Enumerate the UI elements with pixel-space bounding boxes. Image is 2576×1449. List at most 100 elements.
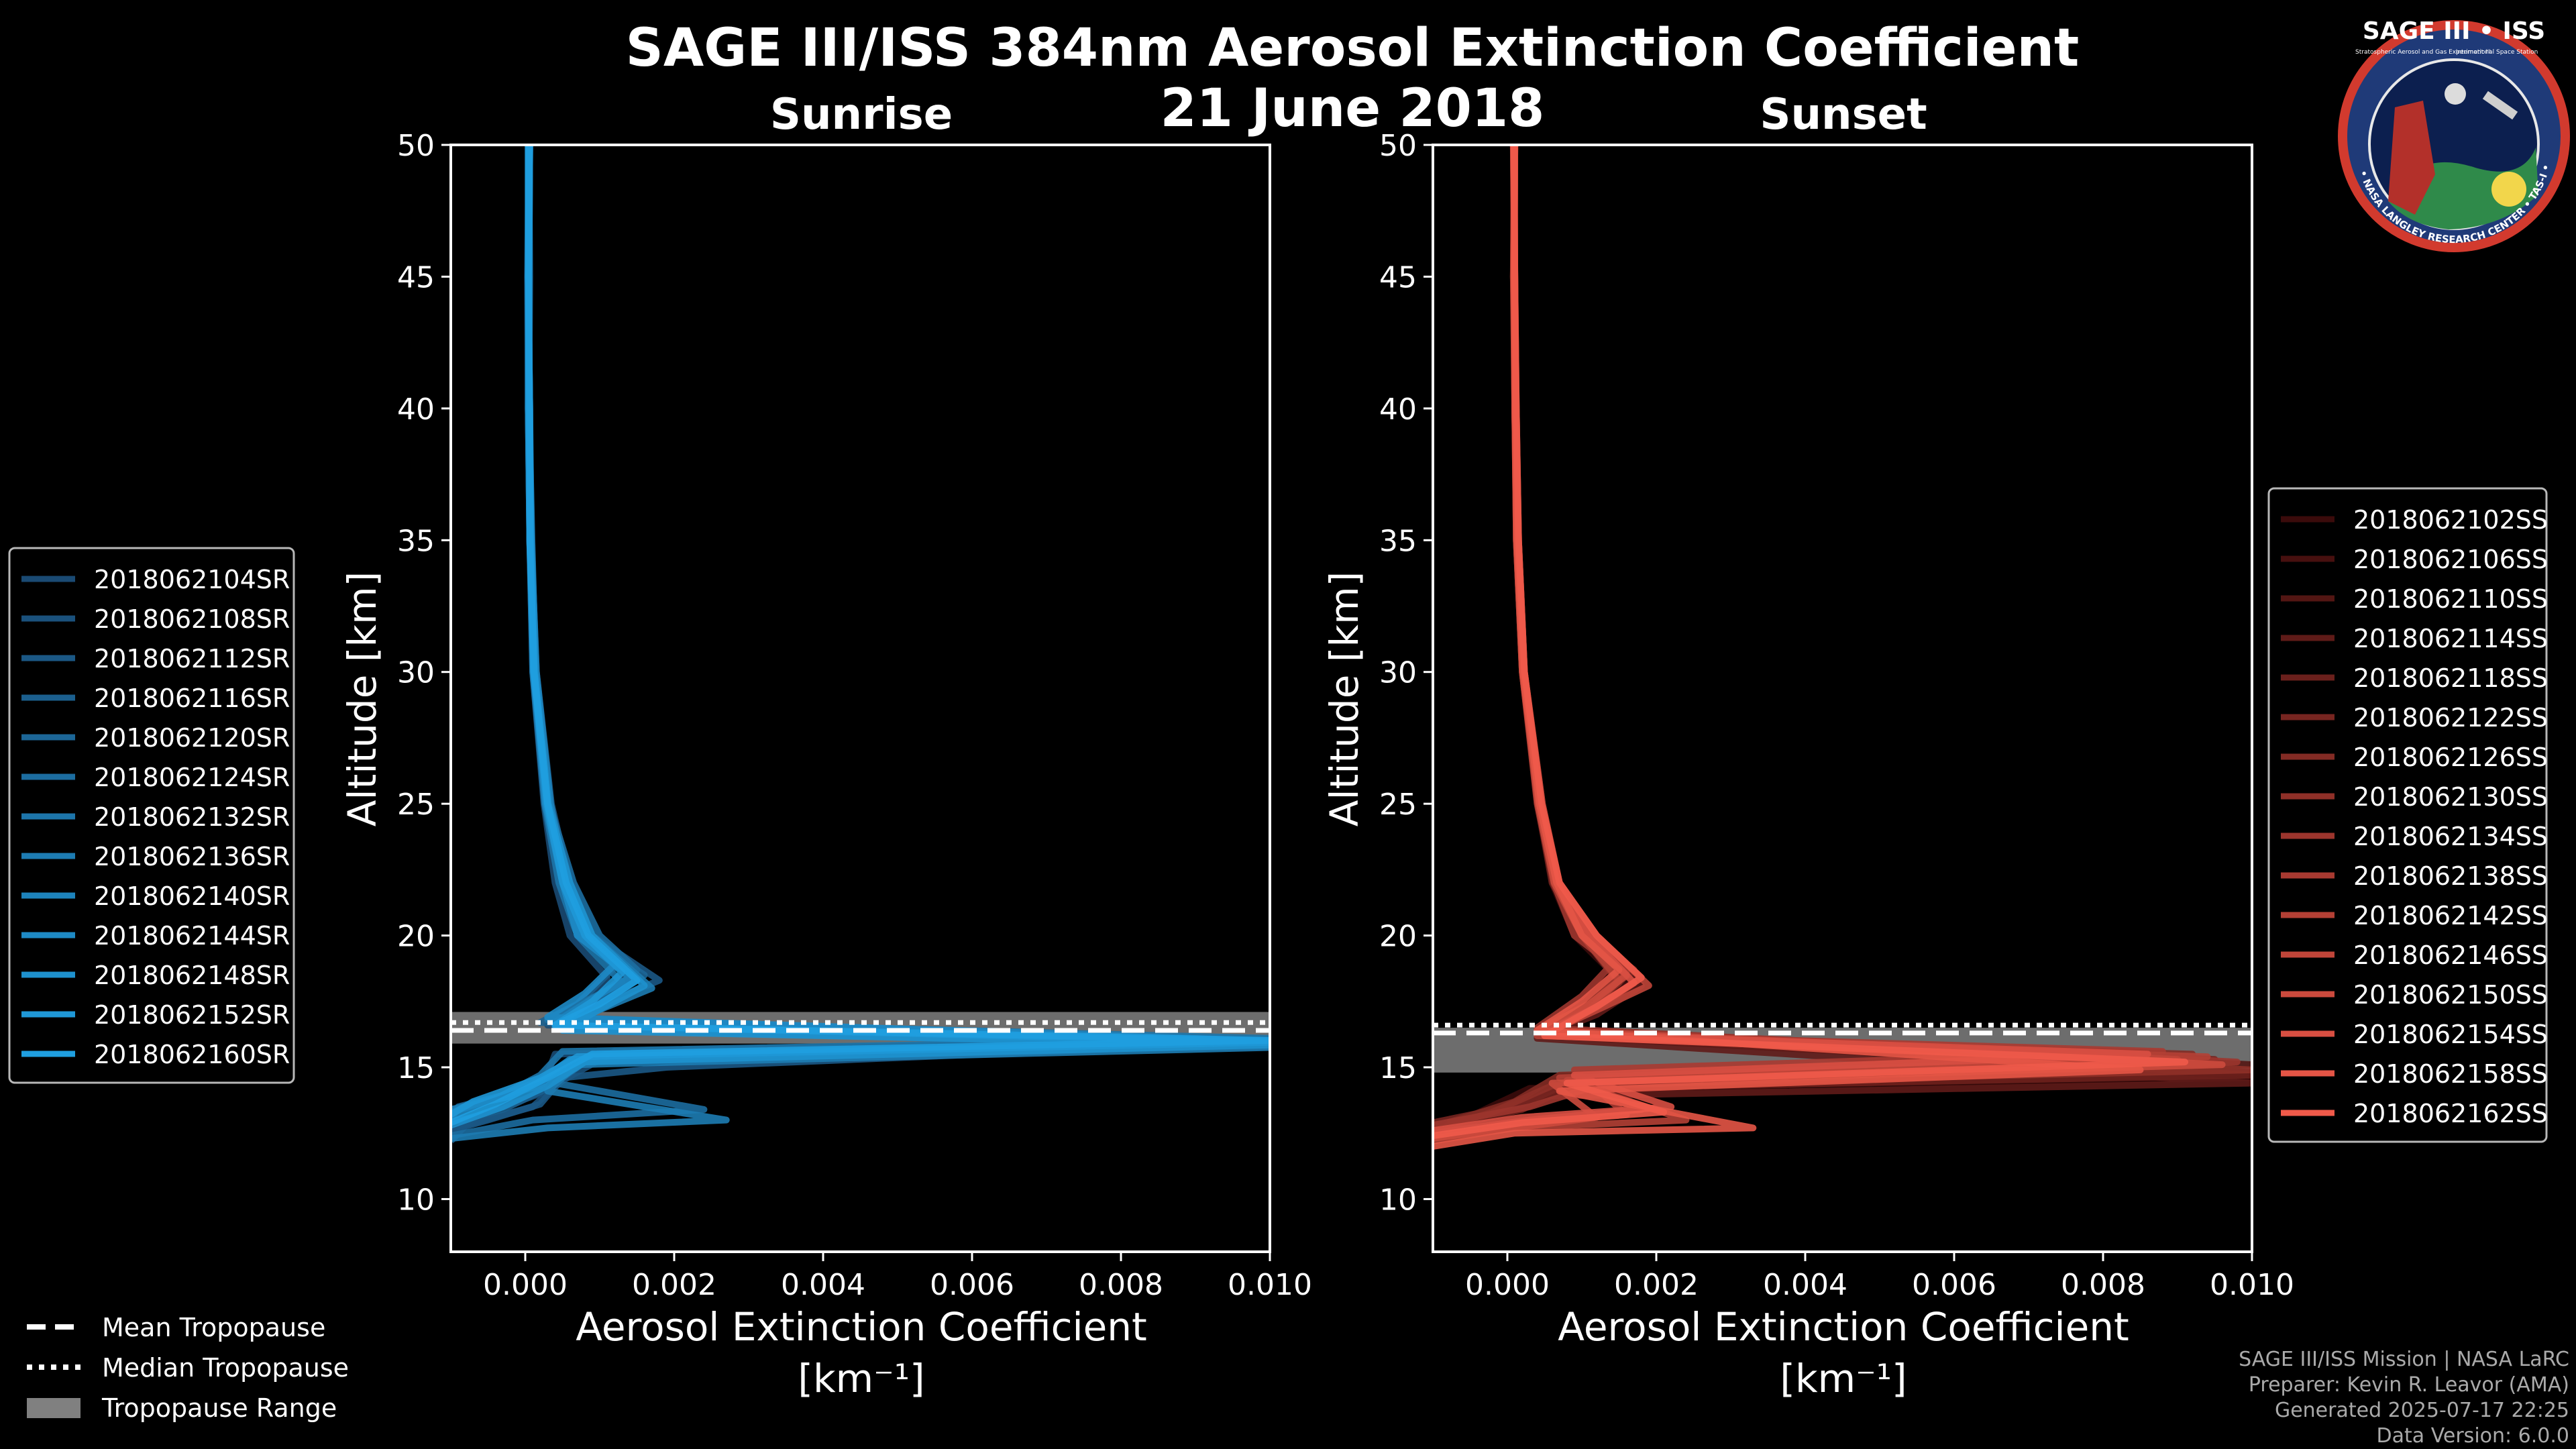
sunrise-xtick-label: 0.004 xyxy=(781,1268,865,1302)
sunset-legend-label: 2018062134SS xyxy=(2353,822,2548,851)
sunset-ylabel: Altitude [km] xyxy=(1322,572,1367,826)
sunrise-ylabel: Altitude [km] xyxy=(339,572,385,826)
median-tropopause-label: Median Tropopause xyxy=(102,1353,349,1383)
sunset-ytick-label: 25 xyxy=(1379,788,1417,822)
sunset-legend-label: 2018062126SS xyxy=(2353,743,2548,772)
sunset-ytick-label: 15 xyxy=(1379,1051,1417,1085)
sunset-ytick-label: 50 xyxy=(1379,129,1417,163)
sunset-legend-label: 2018062138SS xyxy=(2353,861,2548,891)
sunset-legend-label: 2018062102SS xyxy=(2353,505,2548,535)
sunrise-xtick-label: 0.000 xyxy=(483,1268,568,1302)
sunrise-legend-label: 2018062152SR xyxy=(94,1000,290,1030)
badge-title: SAGE III • ISS xyxy=(2363,17,2545,45)
sunrise-legend-label: 2018062112SR xyxy=(94,644,290,674)
sunset-profiles xyxy=(1433,145,2252,1150)
sunrise-axes-frame xyxy=(449,144,1271,1253)
sunset-legend-label: 2018062162SS xyxy=(2353,1099,2548,1128)
credits: SAGE III/ISS Mission | NASA LaRC Prepare… xyxy=(2239,1348,2569,1448)
sunset-legend-label: 2018062150SS xyxy=(2353,980,2548,1010)
sunset-legend-box xyxy=(2267,487,2548,1143)
credit-data-version: Data Version: 6.0.0 xyxy=(2377,1424,2569,1448)
sunrise-legend-label: 2018062116SR xyxy=(94,684,290,713)
sunrise-legend-label: 2018062148SR xyxy=(94,961,290,990)
sunrise-legend-label: 2018062144SR xyxy=(94,921,290,951)
sunrise-ytick-label: 35 xyxy=(397,524,435,558)
sunrise-legend-box xyxy=(8,547,295,1084)
sunrise-profiles xyxy=(451,145,1270,1144)
badge-figure-icon xyxy=(2388,101,2435,215)
sunset-xunit: [km⁻¹] xyxy=(1780,1356,1907,1401)
sunrise-ytick-label: 30 xyxy=(397,656,435,690)
sunrise-legend-label: 2018062160SR xyxy=(94,1040,290,1069)
credit-mission: SAGE III/ISS Mission | NASA LaRC xyxy=(2239,1348,2569,1371)
sunset-legend-label: 2018062130SS xyxy=(2353,782,2548,812)
sunrise-legend-label: 2018062120SR xyxy=(94,723,290,753)
sunset-legend-label: 2018062118SS xyxy=(2353,663,2548,693)
sunset-ytick-label: 20 xyxy=(1379,920,1417,954)
sunset-legend: 2018062102SS 2018062106SS 2018062110SS 2018… xyxy=(2267,487,2548,1143)
sunset-legend-label: 2018062146SS xyxy=(2353,941,2548,970)
sunset-xtick-label: 0.000 xyxy=(1465,1268,1550,1302)
sunset-xtick-label: 0.010 xyxy=(2210,1268,2294,1302)
sunrise-legend-label: 2018062136SR xyxy=(94,842,290,871)
sunset-axes-frame xyxy=(1432,144,2253,1253)
credit-preparer: Preparer: Kevin R. Leavor (AMA) xyxy=(2249,1373,2569,1397)
sunset-legend-label: 2018062110SS xyxy=(2353,584,2548,614)
sunrise-xtick-label: 0.002 xyxy=(632,1268,716,1302)
sunset-ytick-label: 30 xyxy=(1379,656,1417,690)
sunrise-panel: Sunrise 0.000 0.002 0.004 0.006 0.008 0.010 10… xyxy=(339,90,1312,1401)
figure-title: SAGE III/ISS 384nm Aerosol Extinction Co… xyxy=(626,18,2080,78)
sunrise-profile-2018062160SR xyxy=(451,145,1270,1126)
sunset-ytick-label: 10 xyxy=(1379,1183,1417,1217)
sunset-panel-title: Sunset xyxy=(1760,90,1927,140)
sunset-legend-label: 2018062106SS xyxy=(2353,545,2548,574)
sunset-legend-label: 2018062122SS xyxy=(2353,703,2548,733)
sunrise-legend-label: 2018062132SR xyxy=(94,802,290,832)
sunrise-ytick-label: 25 xyxy=(397,788,435,822)
tropopause-range-label: Tropopause Range xyxy=(101,1393,337,1423)
sunrise-ytick-label: 10 xyxy=(397,1183,435,1217)
badge-moon-icon xyxy=(2445,83,2466,105)
sunrise-plot-area: 0.000 0.002 0.004 0.006 0.008 0.010 10 15 20 25 30… xyxy=(397,129,1312,1302)
sunrise-xtick-label: 0.006 xyxy=(930,1268,1014,1302)
sunrise-legend-label: 2018062140SR xyxy=(94,881,290,911)
sunrise-ytick-label: 15 xyxy=(397,1051,435,1085)
sunrise-ytick-label: 50 xyxy=(397,129,435,163)
sunset-legend-label: 2018062142SS xyxy=(2353,901,2548,930)
figure-date: 21 June 2018 xyxy=(1161,78,1545,139)
sunset-profile-2018062162SS xyxy=(1433,145,2189,1140)
sunrise-ytick-label: 45 xyxy=(397,260,435,294)
sunrise-ytick-label: 20 xyxy=(397,920,435,954)
sunrise-ytick-label: 40 xyxy=(397,392,435,427)
sunrise-legend-label: 2018062108SR xyxy=(94,604,290,634)
sunset-ytick-label: 45 xyxy=(1379,260,1417,294)
sunset-xlabel: Aerosol Extinction Coefficient xyxy=(1558,1304,2129,1350)
sunset-legend-label: 2018062154SS xyxy=(2353,1020,2548,1049)
credit-generated: Generated 2025-07-17 22:25 xyxy=(2275,1399,2569,1422)
sunrise-legend-label: 2018062104SR xyxy=(94,565,290,594)
badge-sun-icon xyxy=(2491,172,2526,207)
sunset-legend-label: 2018062114SS xyxy=(2353,624,2548,653)
sunrise-panel-title: Sunrise xyxy=(770,90,953,140)
sunset-xtick-label: 0.004 xyxy=(1763,1268,1847,1302)
sunset-panel: Sunset 0.000 0.002 0.004 0.006 0.008 0.010 10 1… xyxy=(1322,90,2294,1401)
badge-station-icon xyxy=(2482,91,2518,120)
sunset-ytick-label: 40 xyxy=(1379,392,1417,427)
mean-tropopause-label: Mean Tropopause xyxy=(102,1313,325,1342)
tropopause-range-swatch xyxy=(27,1398,80,1418)
sunset-xtick-label: 0.008 xyxy=(2061,1268,2145,1302)
sunrise-xunit: [km⁻¹] xyxy=(798,1356,924,1401)
sunrise-legend-label: 2018062124SR xyxy=(94,763,290,792)
sunset-plot-area: 0.000 0.002 0.004 0.006 0.008 0.010 10 15 20 25 30… xyxy=(1379,129,2294,1302)
sunrise-xtick-label: 0.008 xyxy=(1079,1268,1163,1302)
badge-caption-right: International Space Station xyxy=(2456,49,2538,56)
sunrise-xtick-label: 0.010 xyxy=(1228,1268,1312,1302)
sunset-ytick-label: 35 xyxy=(1379,524,1417,558)
tropopause-legend: Mean Tropopause Median Tropopause Tropop… xyxy=(27,1313,349,1423)
badge-caption-left: Stratospheric Aerosol and Gas Experiment… xyxy=(2355,49,2491,56)
sunset-xtick-label: 0.002 xyxy=(1614,1268,1699,1302)
sunset-legend-label: 2018062158SS xyxy=(2353,1059,2548,1089)
sunrise-legend: 2018062104SR 2018062108SR 2018062112SR 2018… xyxy=(8,547,295,1084)
